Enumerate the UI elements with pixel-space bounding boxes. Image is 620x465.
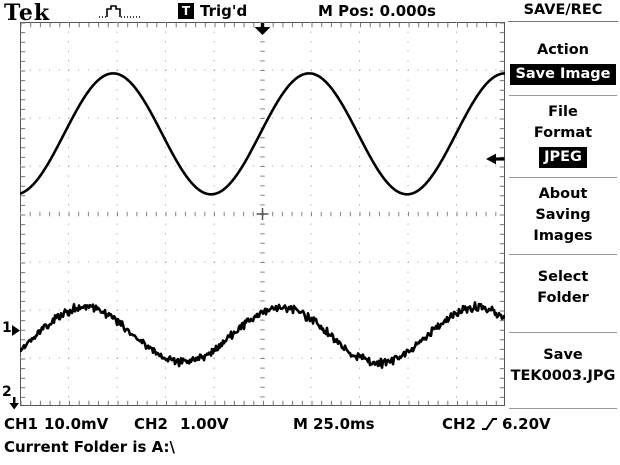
softkey-save-file[interactable]: Save TEK0003.JPG	[506, 345, 620, 387]
horizontal-position-readout: M Pos: 0.000s	[318, 2, 436, 20]
ch1-ground-marker-arrow	[12, 325, 20, 336]
softkey-about-saving-images[interactable]: About Saving Images	[506, 184, 620, 247]
softkey-save-label: Save	[543, 347, 583, 363]
trigger-level-marker	[486, 153, 505, 165]
waveform-ch1	[20, 301, 505, 369]
waveform-ch2	[20, 72, 505, 196]
softkey-action-label: Action	[536, 42, 589, 58]
ch1-scale-label: CH1	[4, 415, 38, 433]
softkey-about-label-1: About	[538, 186, 588, 202]
softkey-menu: SAVE/REC Action Save Image File Format J…	[506, 0, 620, 465]
menu-title-underline	[508, 21, 618, 22]
softkey-action[interactable]: Action Save Image	[506, 40, 620, 85]
menu-divider	[509, 95, 617, 96]
ch2-offscreen-marker-arrow	[9, 397, 19, 410]
rising-slope-icon	[482, 418, 497, 430]
ch2-scale-value: 1.00V	[180, 415, 229, 433]
trigger-position-marker	[254, 23, 271, 35]
ch2-offscreen-marker-label: 2	[2, 384, 12, 400]
ch1-scale-value: 10.0mV	[44, 415, 109, 433]
menu-title: SAVE/REC	[523, 2, 603, 18]
trigger-level-readout: 6.20V	[502, 415, 551, 433]
menu-divider	[509, 408, 617, 409]
softkey-file-format[interactable]: File Format JPEG	[506, 102, 620, 168]
menu-divider	[509, 332, 617, 333]
trigger-waveform-icon	[99, 5, 140, 18]
timebase-label: M	[293, 415, 308, 433]
trigger-source-readout: CH2	[442, 415, 476, 433]
graticule	[20, 22, 505, 406]
ch1-ground-marker-label: 1	[2, 320, 12, 336]
softkey-about-label-3: Images	[533, 228, 593, 244]
tek-logo: Tek	[4, 0, 51, 26]
trigger-source-badge: T	[178, 3, 194, 19]
softkey-select-folder[interactable]: Select Folder	[506, 267, 620, 309]
softkey-file-format-label-2: Format	[533, 125, 593, 141]
center-cross	[256, 208, 269, 220]
softkey-select-folder-label-1: Select	[537, 269, 589, 285]
ch2-scale-label: CH2	[134, 415, 168, 433]
softkey-about-label-2: Saving	[535, 207, 591, 223]
status-line: Current Folder is A:\	[4, 438, 175, 456]
timebase-value: 25.0ms	[313, 415, 375, 433]
softkey-action-value[interactable]: Save Image	[510, 64, 616, 85]
menu-divider	[509, 177, 617, 178]
softkey-file-format-label-1: File	[548, 104, 578, 120]
softkey-save-filename: TEK0003.JPG	[510, 368, 616, 384]
trigger-status-text: Trig'd	[200, 2, 248, 20]
softkey-file-format-value[interactable]: JPEG	[539, 147, 587, 168]
softkey-select-folder-label-2: Folder	[537, 290, 589, 306]
menu-divider	[509, 254, 617, 255]
